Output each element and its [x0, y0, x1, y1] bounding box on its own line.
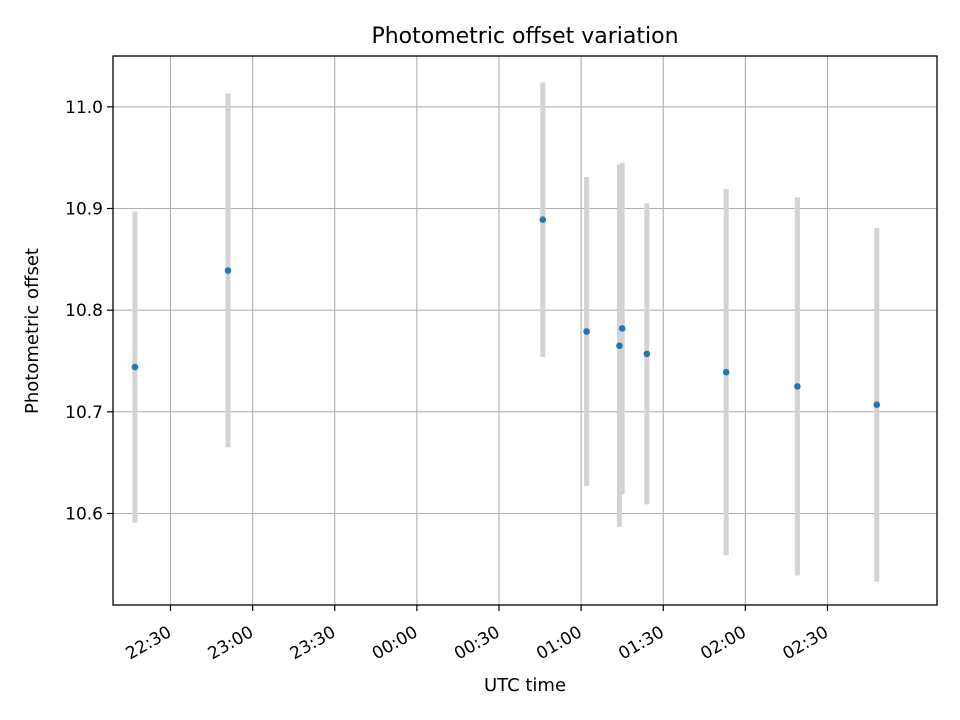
y-tick-label: 10.7 [65, 403, 103, 423]
y-axis-label: Photometric offset [22, 248, 43, 414]
data-point [539, 216, 547, 223]
y-axis-ticks: 10.6 10.7 10.8 10.9 11.0 [65, 98, 113, 525]
y-tick-label: 10.8 [65, 301, 103, 321]
data-point [131, 363, 139, 371]
y-tick-label: 10.6 [65, 505, 103, 525]
plot-frame [112, 55, 938, 606]
data-point [618, 325, 626, 332]
chart-title: Photometric offset variation [371, 24, 678, 49]
x-axis-label: UTC time [484, 675, 566, 696]
data-point [224, 267, 232, 274]
data-point [583, 328, 590, 335]
data-points [131, 216, 881, 409]
y-tick-label: 10.9 [65, 200, 103, 220]
data-point [722, 368, 730, 376]
data-point [643, 350, 651, 358]
data-point [616, 342, 623, 350]
y-tick-label: 11.0 [65, 98, 103, 118]
data-point [794, 383, 801, 390]
data-point [873, 401, 881, 409]
